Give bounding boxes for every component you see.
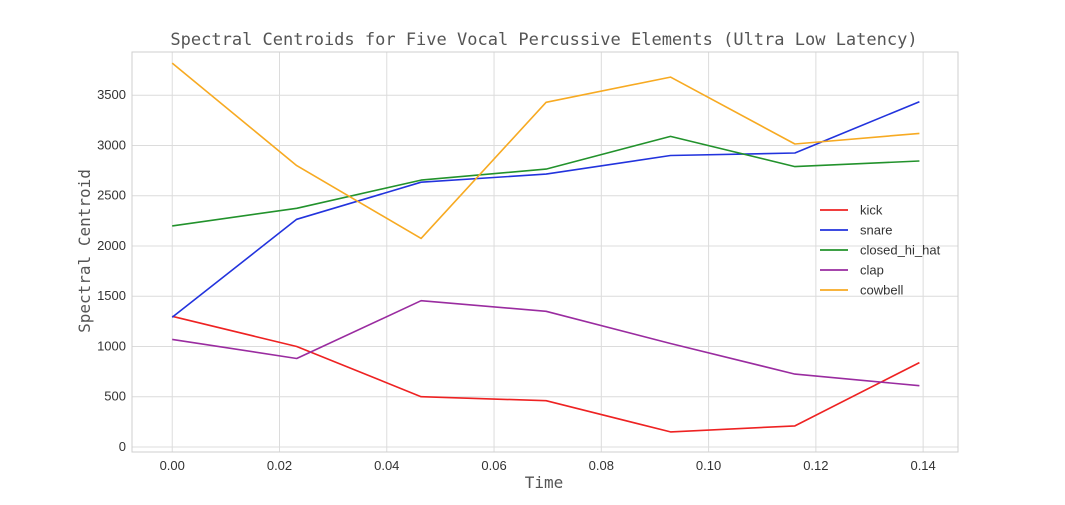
series-line-kick [172,315,920,433]
x-tick-label: 0.14 [910,458,935,473]
x-tick-label: 0.00 [160,458,185,473]
legend-label: clap [860,263,884,278]
grid [132,52,958,452]
x-tick-label: 0.10 [696,458,721,473]
y-tick-label: 1000 [97,338,126,353]
y-tick-label: 3500 [97,87,126,102]
legend-label: kick [860,203,883,218]
y-tick-label: 1500 [97,288,126,303]
legend-label: closed_hi_hat [860,243,941,258]
x-axis-label: Time [525,473,564,492]
plot-area-frame [131,51,959,453]
x-tick-label: 0.08 [589,458,614,473]
y-tick-label: 2000 [97,238,126,253]
y-axis-label: Spectral Centroid [75,169,94,333]
y-tick-label: 2500 [97,188,126,203]
x-tick-label: 0.04 [374,458,399,473]
series-lines [171,62,920,433]
series-line-closed-hi-hat [172,135,920,227]
x-tick-label: 0.02 [267,458,292,473]
series-line-clap [172,299,920,387]
y-tick-label: 500 [104,389,126,404]
chart-title: Spectral Centroids for Five Vocal Percus… [170,30,917,50]
legend-label: snare [860,223,893,238]
series-line-snare [171,100,920,318]
series-line-cowbell [171,62,920,240]
axis-ticks: 0.00 0.02 0.04 0.06 0.08 0.10 0.12 0.14 0 500 1000… [97,87,936,473]
y-tick-label: 0 [119,439,126,454]
x-tick-label: 0.06 [481,458,506,473]
x-tick-label: 0.12 [803,458,828,473]
legend-label: cowbell [860,283,903,298]
y-tick-label: 3000 [97,137,126,152]
